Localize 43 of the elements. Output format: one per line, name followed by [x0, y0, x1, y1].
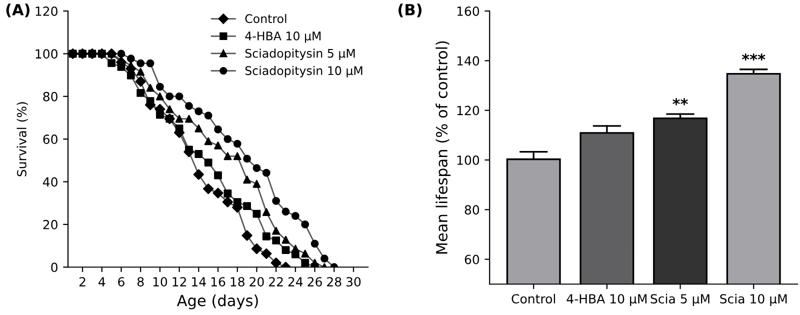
legend-label: 4-HBA 10 μM: [245, 32, 321, 43]
y-tick-label: 0: [51, 262, 58, 272]
x-tick-label: 24: [288, 277, 303, 286]
y-tick-label: 60: [43, 134, 58, 144]
x-tick-label: 12: [172, 277, 186, 286]
x-tick-label: 10: [153, 277, 168, 287]
annotation: **: [672, 98, 688, 106]
x-tick-label: 26: [308, 277, 322, 287]
chart-title: (A): [6, 4, 30, 18]
x-tick-label: Scia 5 μM: [650, 294, 710, 306]
x-tick-label: 22: [269, 277, 283, 286]
y-tick-label: 160: [457, 6, 480, 16]
x-tick-label: Scia 10 μM: [720, 294, 787, 306]
x-tick-label: 30: [346, 277, 361, 287]
y-tick-label: 80: [43, 92, 58, 102]
x-tick-label: 4-HBA 10 μM: [566, 294, 646, 306]
chart-title: (B): [398, 4, 422, 18]
y-axis-title: Survival (%): [16, 102, 28, 176]
y-tick-label: 100: [36, 49, 58, 59]
x-tick-label: 4: [98, 277, 106, 286]
y-tick-label: 120: [36, 6, 58, 16]
legend-label: Sciadopitysin 5 μM: [245, 48, 355, 60]
x-tick-label: 6: [118, 277, 124, 287]
x-tick-label: 2: [79, 277, 86, 286]
y-axis-title: Mean lifespan (% of control): [436, 41, 450, 254]
x-tick-label: 18: [230, 277, 244, 287]
x-tick-label: 16: [211, 277, 226, 287]
x-axis-title: Age (days): [176, 294, 258, 310]
x-tick-label: 14: [192, 277, 206, 286]
y-tick-label: 100: [457, 155, 480, 165]
y-tick-label: 140: [457, 56, 480, 66]
x-tick-label: 8: [137, 277, 144, 287]
y-tick-label: 20: [43, 220, 58, 230]
y-tick-label: 80: [464, 205, 480, 215]
legend-label: Sciadopitysin 10 μM: [245, 66, 362, 78]
y-tick-label: 60: [464, 254, 480, 264]
x-tick-label: Control: [512, 294, 556, 304]
y-tick-label: 40: [42, 177, 58, 187]
annotation: ***: [742, 53, 766, 61]
legend-label: Control: [245, 14, 286, 24]
x-tick-label: 20: [250, 277, 264, 287]
y-tick-label: 120: [457, 106, 480, 116]
x-tick-label: 28: [327, 277, 342, 287]
